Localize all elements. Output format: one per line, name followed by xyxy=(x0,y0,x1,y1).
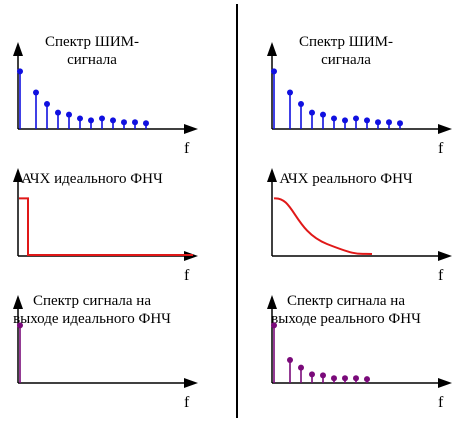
x-axis-arrow-icon xyxy=(184,378,198,388)
spectrum-stem-tip xyxy=(17,68,23,75)
spectrum-stem-tip xyxy=(44,101,50,108)
panel-title-line: выходе идеального ФНЧ xyxy=(13,311,171,327)
x-axis-label: f xyxy=(184,140,190,157)
spectrum-stem-tip xyxy=(397,120,403,127)
x-axis-arrow-icon xyxy=(184,124,198,134)
y-axis-arrow-icon xyxy=(267,168,277,182)
panel-title-line: сигнала xyxy=(321,52,371,68)
spectrum-stem-tip xyxy=(121,119,127,126)
spectrum-stem-tip xyxy=(364,117,370,124)
panel-c2-r2: f АЧХ реального ФНЧ xyxy=(267,168,452,284)
panel-title-line: Спектр ШИМ- xyxy=(45,34,139,50)
y-axis-arrow-icon xyxy=(13,42,23,56)
panel-title-line: выходе реального ФНЧ xyxy=(271,311,421,327)
panel-c1-r2: f АЧХ идеального ФНЧ xyxy=(13,168,198,284)
spectrum-stem-tip xyxy=(55,109,61,116)
y-axis-arrow-icon xyxy=(13,295,23,309)
spectrum-stem-tip xyxy=(364,376,370,383)
y-axis-arrow-icon xyxy=(13,168,23,182)
spectrum-stem-tip xyxy=(342,375,348,382)
ideal-lpf-response xyxy=(19,197,193,256)
spectrum-stem-tip xyxy=(309,109,315,116)
x-axis-arrow-icon xyxy=(438,378,452,388)
spectrum-stem-tip xyxy=(353,375,359,382)
panel-title-line: Спектр ШИМ- xyxy=(299,34,393,50)
spectrum-stem-tip xyxy=(132,119,138,126)
spectrum-stem-tip xyxy=(77,115,83,122)
spectrum-stem-tip xyxy=(342,117,348,124)
spectrum-stem-tip xyxy=(287,89,293,96)
x-axis-arrow-icon xyxy=(438,124,452,134)
spectrum-stem-tip xyxy=(309,371,315,378)
y-axis-arrow-icon xyxy=(267,295,277,309)
spectrum-stem-tip xyxy=(320,111,326,118)
panel-title-line: Спектр сигнала на xyxy=(33,293,151,309)
x-axis-label: f xyxy=(438,267,444,284)
spectrum-stem-tip xyxy=(271,68,277,75)
panel-title-line: АЧХ реального ФНЧ xyxy=(279,171,413,187)
spectrum-stem-tip xyxy=(331,115,337,122)
spectrum-stem-tip xyxy=(17,322,23,329)
spectrum-stem-tip xyxy=(353,115,359,122)
x-axis-label: f xyxy=(438,140,444,157)
spectrum-stem-tip xyxy=(99,115,105,122)
panel-c1-r3: f Спектр сигнала на выходе идеального ФНЧ xyxy=(13,293,198,411)
panel-title-line: Спектр сигнала на xyxy=(287,293,405,309)
spectrum-stem-tip xyxy=(298,101,304,108)
spectrum-stem-tip xyxy=(386,119,392,126)
x-axis-label: f xyxy=(184,394,190,411)
y-axis-arrow-icon xyxy=(267,42,277,56)
panel-title-line: АЧХ идеального ФНЧ xyxy=(21,171,163,187)
spectrum-stem-tip xyxy=(33,89,39,96)
spectrum-stem-tip xyxy=(271,322,277,329)
spectrum-stem-tip xyxy=(331,375,337,382)
x-axis-label: f xyxy=(438,394,444,411)
x-axis-arrow-icon xyxy=(438,251,452,261)
real-lpf-response xyxy=(273,197,373,255)
panel-c1-r1: f Спектр ШИМ-сигнала xyxy=(13,34,198,157)
spectrum-stem-tip xyxy=(375,119,381,126)
spectrum-stem-tip xyxy=(110,117,116,124)
panel-c2-r1: f Спектр ШИМ-сигнала xyxy=(267,34,452,157)
spectrum-stem-tip xyxy=(298,364,304,371)
spectrum-stem-tip xyxy=(88,117,94,124)
spectrum-stem-tip xyxy=(66,111,72,118)
spectrum-stem-tip xyxy=(287,356,293,363)
panel-title-line: сигнала xyxy=(67,52,117,68)
spectrum-stem-tip xyxy=(320,372,326,379)
spectrum-stem-tip xyxy=(143,120,149,127)
x-axis-label: f xyxy=(184,267,190,284)
panel-c2-r3: f Спектр сигнала на выходе реального ФНЧ xyxy=(267,293,452,411)
